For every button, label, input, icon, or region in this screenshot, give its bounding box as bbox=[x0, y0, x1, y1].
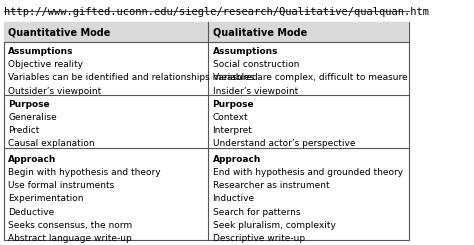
Text: Generalise: Generalise bbox=[8, 113, 57, 122]
Text: Variables can be identified and relationships measured: Variables can be identified and relation… bbox=[8, 73, 258, 82]
Text: Variables are complex, difficult to measure: Variables are complex, difficult to meas… bbox=[212, 73, 407, 82]
Text: Descriptive write-up: Descriptive write-up bbox=[212, 234, 305, 243]
Text: Insider’s viewpoint: Insider’s viewpoint bbox=[212, 86, 298, 96]
Text: Approach: Approach bbox=[8, 155, 56, 164]
Text: Deductive: Deductive bbox=[8, 208, 55, 217]
Text: Seeks consensus, the norm: Seeks consensus, the norm bbox=[8, 221, 132, 230]
Text: Purpose: Purpose bbox=[212, 100, 254, 109]
Text: Quantitative Mode: Quantitative Mode bbox=[8, 27, 110, 37]
Bar bbox=[4, 22, 409, 42]
Text: Search for patterns: Search for patterns bbox=[212, 208, 300, 217]
Text: Interpret: Interpret bbox=[212, 126, 252, 135]
Text: Experimentation: Experimentation bbox=[8, 195, 84, 203]
Text: Assumptions: Assumptions bbox=[8, 47, 74, 56]
Text: http://www.gifted.uconn.edu/siegle/research/Qualitative/qualquan.htm: http://www.gifted.uconn.edu/siegle/resea… bbox=[4, 7, 429, 17]
Text: Purpose: Purpose bbox=[8, 100, 50, 109]
Text: Seek pluralism, complexity: Seek pluralism, complexity bbox=[212, 221, 336, 230]
Text: Social construction: Social construction bbox=[212, 60, 299, 69]
Text: Assumptions: Assumptions bbox=[212, 47, 278, 56]
Text: Inductive: Inductive bbox=[212, 195, 255, 203]
Text: Begin with hypothesis and theory: Begin with hypothesis and theory bbox=[8, 168, 161, 177]
Text: Objective reality: Objective reality bbox=[8, 60, 83, 69]
Text: Approach: Approach bbox=[212, 155, 261, 164]
Text: Causal explanation: Causal explanation bbox=[8, 139, 95, 148]
Text: Context: Context bbox=[212, 113, 248, 122]
Text: Outsider’s viewpoint: Outsider’s viewpoint bbox=[8, 86, 101, 96]
Text: Predict: Predict bbox=[8, 126, 40, 135]
Text: Use formal instruments: Use formal instruments bbox=[8, 181, 115, 190]
Text: Researcher as instrument: Researcher as instrument bbox=[212, 181, 329, 190]
Text: Understand actor’s perspective: Understand actor’s perspective bbox=[212, 139, 355, 148]
Text: Qualitative Mode: Qualitative Mode bbox=[212, 27, 307, 37]
Text: End with hypothesis and grounded theory: End with hypothesis and grounded theory bbox=[212, 168, 402, 177]
Text: Abstract language write-up: Abstract language write-up bbox=[8, 234, 132, 243]
